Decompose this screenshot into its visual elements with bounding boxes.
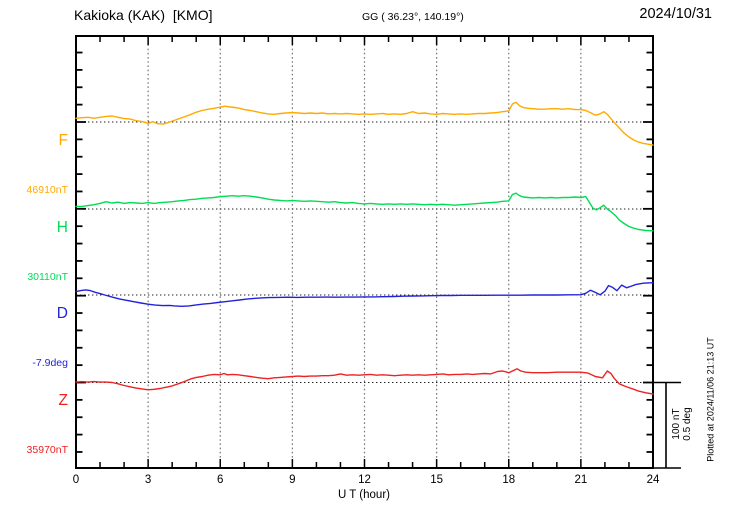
x-axis-tick-label: 0 bbox=[72, 474, 80, 486]
scale-bar-deg-label: 0.5 deg bbox=[682, 407, 693, 441]
x-axis-tick-label: 21 bbox=[574, 474, 588, 486]
channel-baseline-f: 46910nT bbox=[26, 183, 68, 196]
x-axis-tick-label: 15 bbox=[430, 474, 444, 486]
channel-label-h: H 30110nT bbox=[27, 188, 68, 314]
channel-letter-z: Z bbox=[58, 392, 68, 409]
plot-date: 2024/10/31 bbox=[639, 6, 712, 22]
x-axis-tick-label: 24 bbox=[646, 474, 660, 486]
x-axis-tick-label: 9 bbox=[289, 474, 296, 486]
x-axis-tick-label: 6 bbox=[217, 474, 224, 486]
channel-baseline-d: -7.9deg bbox=[32, 356, 68, 369]
channel-letter-f: F bbox=[58, 132, 68, 149]
channel-letter-h: H bbox=[56, 219, 68, 236]
x-axis-tick-label: 12 bbox=[358, 474, 371, 486]
x-axis-tick-label: 3 bbox=[144, 474, 152, 486]
channel-baseline-z: 35970nT bbox=[26, 443, 68, 456]
x-axis-tick-label: 18 bbox=[502, 474, 516, 486]
channel-baseline-h: 30110nT bbox=[27, 270, 68, 283]
channel-label-z: Z 35970nT bbox=[27, 361, 68, 487]
geographic-coordinates: GG ( 36.23°, 140.19°) bbox=[362, 11, 464, 23]
scale-bar-label: 100 nT 0.5 deg bbox=[671, 402, 695, 446]
station-title: Kakioka (KAK) [KMO] bbox=[74, 7, 213, 23]
channel-letter-d: D bbox=[56, 305, 68, 322]
channel-label-d: D -7.9deg bbox=[32, 274, 68, 400]
channel-label-f: F 46910nT bbox=[27, 101, 68, 227]
scale-bar-nt-label: 100 nT bbox=[671, 408, 682, 440]
plotted-at-note: Plotted at 2024/11/06 21:13 UT bbox=[705, 337, 716, 462]
x-axis-title: U T (hour) bbox=[338, 489, 390, 501]
